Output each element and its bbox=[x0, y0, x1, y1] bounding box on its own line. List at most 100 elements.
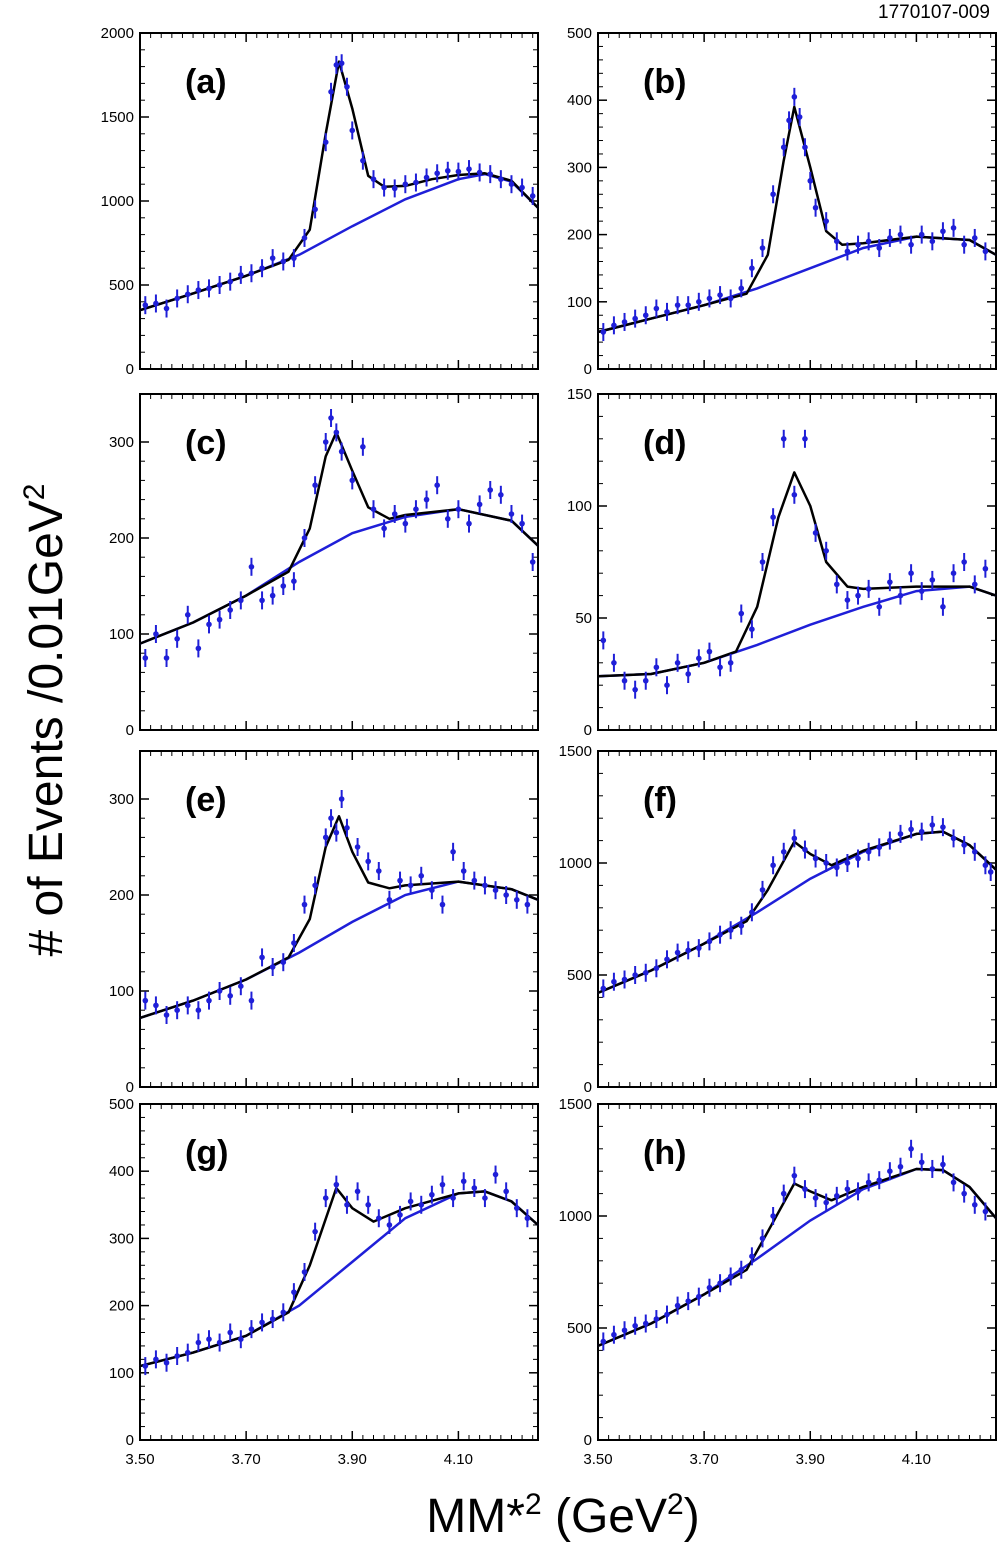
data-point bbox=[338, 796, 345, 802]
panel-frame bbox=[139, 750, 539, 1088]
data-point bbox=[195, 1007, 202, 1013]
data-point bbox=[407, 1198, 414, 1205]
data-point bbox=[876, 245, 883, 251]
x-tick-label: 3.50 bbox=[125, 1451, 154, 1468]
y-tick-label: 2000 bbox=[101, 25, 134, 42]
data-point bbox=[291, 1289, 297, 1295]
data-point bbox=[918, 828, 925, 835]
data-point bbox=[471, 1185, 478, 1191]
data-point bbox=[812, 530, 819, 536]
data-point bbox=[908, 1146, 914, 1152]
panel-label: (e) bbox=[185, 781, 227, 819]
data-point bbox=[759, 245, 766, 251]
data-point bbox=[269, 1316, 276, 1322]
panel-frame bbox=[597, 1103, 997, 1441]
y-axis-title-sup: 2 bbox=[18, 484, 51, 501]
data-point bbox=[770, 862, 776, 869]
panel-frame bbox=[597, 750, 997, 1088]
data-point bbox=[600, 985, 607, 992]
panel-label: (b) bbox=[643, 63, 686, 101]
data-point bbox=[940, 604, 946, 610]
data-point bbox=[322, 439, 329, 445]
data-point bbox=[611, 322, 617, 329]
data-point bbox=[360, 157, 366, 164]
data-point bbox=[664, 956, 670, 963]
data-point bbox=[466, 166, 472, 172]
data-point bbox=[376, 868, 382, 874]
data-point bbox=[812, 1195, 819, 1201]
data-point bbox=[855, 241, 861, 248]
data-point bbox=[174, 636, 180, 642]
background-fit-curve bbox=[597, 585, 997, 678]
data-point bbox=[674, 302, 681, 308]
data-point bbox=[163, 305, 170, 312]
data-point bbox=[524, 901, 531, 908]
data-point bbox=[642, 312, 649, 319]
data-point bbox=[770, 191, 776, 198]
data-point bbox=[621, 976, 628, 983]
x-axis-title-unit-close: ) bbox=[684, 1490, 700, 1543]
data-point bbox=[611, 978, 617, 985]
data-point bbox=[153, 1356, 159, 1363]
data-point bbox=[360, 444, 366, 450]
data-point bbox=[897, 592, 904, 599]
data-point bbox=[759, 1235, 766, 1242]
data-point bbox=[738, 610, 745, 617]
data-point bbox=[349, 477, 356, 484]
y-tick-label: 150 bbox=[567, 386, 592, 403]
panel-g: 0 100 200 300 400 500 3.50 3.70 3.90 4.10 (g) bbox=[109, 1096, 539, 1468]
data-point bbox=[206, 621, 212, 628]
data-point bbox=[386, 1222, 393, 1228]
data-point bbox=[238, 597, 244, 604]
data-point bbox=[498, 492, 504, 498]
data-point bbox=[460, 868, 467, 874]
data-point bbox=[749, 909, 755, 916]
data-point bbox=[971, 849, 978, 855]
data-point bbox=[312, 206, 318, 213]
x-axis-title-sup2: 2 bbox=[667, 1488, 684, 1521]
y-axis-title-text: # of Events /0.01GeV bbox=[20, 500, 73, 956]
data-point bbox=[786, 117, 792, 124]
data-point bbox=[413, 179, 419, 186]
data-point bbox=[529, 559, 536, 565]
data-point bbox=[238, 272, 244, 278]
y-tick-label: 0 bbox=[126, 1079, 134, 1096]
data-point bbox=[391, 185, 398, 192]
data-point bbox=[664, 682, 670, 688]
data-point bbox=[971, 581, 978, 588]
panel-label: (h) bbox=[643, 1134, 686, 1172]
y-tick-label: 500 bbox=[567, 25, 592, 42]
data-point bbox=[940, 228, 946, 235]
y-tick-label: 300 bbox=[109, 791, 134, 808]
data-point bbox=[174, 295, 180, 302]
data-point bbox=[328, 415, 334, 421]
panel-label: (g) bbox=[185, 1134, 228, 1172]
y-tick-label: 100 bbox=[109, 1365, 134, 1382]
data-point bbox=[844, 248, 851, 255]
data-point bbox=[407, 882, 414, 889]
data-point bbox=[685, 671, 692, 677]
data-point bbox=[280, 583, 287, 589]
data-point bbox=[503, 1188, 509, 1195]
data-point bbox=[855, 855, 861, 862]
data-point bbox=[653, 1316, 660, 1322]
data-point bbox=[812, 855, 819, 862]
x-tick-label: 3.90 bbox=[338, 1451, 367, 1468]
data-point bbox=[982, 565, 989, 572]
data-point bbox=[163, 1012, 170, 1018]
data-point bbox=[918, 1159, 925, 1166]
data-point bbox=[153, 631, 159, 637]
data-point bbox=[386, 897, 393, 903]
data-point bbox=[887, 837, 893, 844]
data-point bbox=[823, 548, 829, 554]
data-point bbox=[471, 877, 478, 884]
data-point bbox=[476, 501, 483, 508]
data-point bbox=[749, 626, 755, 632]
data-point bbox=[632, 1322, 638, 1329]
y-tick-label: 0 bbox=[584, 361, 592, 378]
data-point bbox=[354, 844, 361, 850]
total-fit-curve bbox=[139, 431, 539, 645]
x-axis-title-unit-open: (GeV bbox=[542, 1490, 667, 1543]
data-point bbox=[142, 997, 149, 1004]
